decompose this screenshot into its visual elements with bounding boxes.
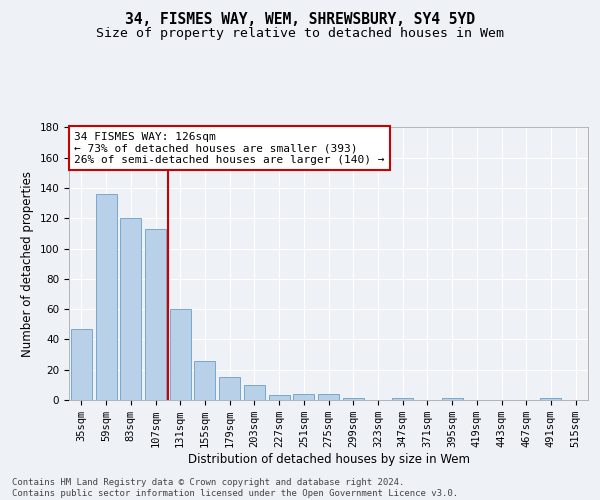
Text: 34 FISMES WAY: 126sqm
← 73% of detached houses are smaller (393)
26% of semi-det: 34 FISMES WAY: 126sqm ← 73% of detached … <box>74 132 385 165</box>
Bar <box>392 398 413 400</box>
Bar <box>145 229 166 400</box>
Bar <box>194 360 215 400</box>
Bar <box>269 396 290 400</box>
Bar <box>442 398 463 400</box>
Bar <box>170 309 191 400</box>
Bar <box>244 385 265 400</box>
Bar <box>318 394 339 400</box>
Y-axis label: Number of detached properties: Number of detached properties <box>21 171 34 356</box>
Bar <box>541 398 562 400</box>
Text: Size of property relative to detached houses in Wem: Size of property relative to detached ho… <box>96 28 504 40</box>
Bar <box>71 329 92 400</box>
Bar <box>293 394 314 400</box>
X-axis label: Distribution of detached houses by size in Wem: Distribution of detached houses by size … <box>187 453 470 466</box>
Text: Contains HM Land Registry data © Crown copyright and database right 2024.
Contai: Contains HM Land Registry data © Crown c… <box>12 478 458 498</box>
Bar <box>95 194 116 400</box>
Bar <box>120 218 141 400</box>
Bar <box>219 378 240 400</box>
Bar <box>343 398 364 400</box>
Text: 34, FISMES WAY, WEM, SHREWSBURY, SY4 5YD: 34, FISMES WAY, WEM, SHREWSBURY, SY4 5YD <box>125 12 475 28</box>
